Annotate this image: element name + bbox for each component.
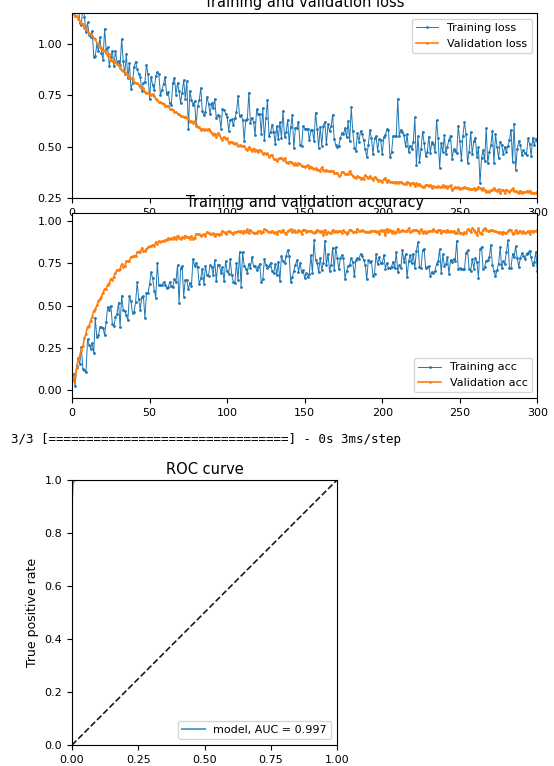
Training acc (356, 254, 362, 264)
Validation acc (354, 224, 361, 234)
Validation acc (346, 225, 353, 234)
Training acc (72, 381, 79, 391)
model, AUC = 0.997 (201, 476, 208, 485)
Y-axis label: True positive rate: True positive rate (26, 558, 39, 667)
Legend: model, AUC = 0.997: model, AUC = 0.997 (178, 721, 331, 739)
Text: 3/3 [================================] - 0s 3ms/step: 3/3 [================================] -… (11, 434, 401, 447)
Training loss (534, 136, 541, 146)
Training acc (348, 254, 355, 263)
Training loss (75, 0, 81, 6)
Training acc (70, 369, 77, 378)
model, AUC = 0.997 (69, 494, 75, 503)
Title: ROC curve: ROC curve (166, 463, 243, 477)
Validation acc (481, 224, 488, 233)
model, AUC = 0.997 (82, 476, 89, 485)
Validation loss (354, 172, 361, 181)
Validation acc (492, 227, 499, 236)
Training loss (72, 11, 79, 21)
Validation acc (345, 228, 351, 237)
model, AUC = 0.997 (122, 476, 129, 485)
Validation loss (534, 188, 541, 197)
Validation loss (346, 166, 353, 175)
Training loss (346, 136, 353, 146)
Training acc (505, 235, 511, 244)
Validation loss (461, 182, 468, 192)
Training acc (492, 272, 499, 281)
model, AUC = 0.997 (334, 476, 340, 485)
model, AUC = 0.997 (69, 741, 75, 750)
Training loss (356, 137, 362, 146)
Validation acc (72, 370, 79, 379)
Training loss (476, 178, 483, 188)
Validation loss (70, 9, 77, 18)
Legend: Training acc, Validation acc: Training acc, Validation acc (414, 358, 532, 392)
Validation loss (531, 189, 537, 198)
Training acc (463, 248, 469, 257)
model, AUC = 0.997 (74, 476, 81, 485)
Validation loss (72, 11, 79, 21)
Line: Validation acc: Validation acc (73, 228, 538, 381)
model, AUC = 0.997 (69, 480, 76, 489)
Line: model, AUC = 0.997: model, AUC = 0.997 (72, 480, 337, 745)
Title: Training and validation loss: Training and validation loss (204, 0, 405, 11)
Training acc (346, 260, 353, 270)
Validation acc (534, 225, 541, 234)
Line: Training loss: Training loss (73, 1, 538, 184)
Validation acc (461, 228, 468, 237)
model, AUC = 0.997 (71, 476, 78, 485)
Training loss (348, 103, 355, 112)
Line: Validation loss: Validation loss (73, 13, 538, 195)
Validation acc (70, 376, 77, 385)
Validation loss (345, 170, 351, 179)
Line: Training acc: Training acc (73, 240, 538, 387)
Legend: Training loss, Validation loss: Training loss, Validation loss (412, 18, 532, 53)
Training acc (534, 267, 541, 276)
Validation loss (491, 184, 497, 193)
Training loss (494, 142, 500, 152)
Training loss (463, 129, 469, 139)
Title: Training and validation accuracy: Training and validation accuracy (186, 195, 424, 211)
Training loss (70, 3, 77, 12)
Training acc (73, 362, 80, 371)
